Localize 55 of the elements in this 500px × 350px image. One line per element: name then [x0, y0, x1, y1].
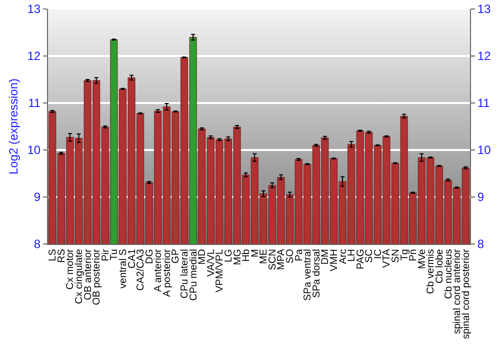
x-tick-label: CPu medial [188, 249, 200, 301]
x-tick-label: ventral S [118, 248, 129, 288]
x-tick-label: VPM/VPL [214, 248, 226, 292]
x-tick-label: IC [372, 249, 384, 259]
x-tick-label: CA1 [126, 248, 138, 268]
x-tick-label: VMH [328, 249, 340, 272]
x-tick-label: Arc [338, 249, 349, 264]
y2-tick-label: 8 [477, 237, 484, 252]
x-tick-label: A posterior [162, 248, 173, 297]
x-tick-label: LH [346, 249, 358, 262]
x-tick-label: DG [144, 248, 156, 264]
x-tick-label: OB posterior [92, 248, 103, 306]
y-tick-label: 8 [34, 237, 41, 252]
x-tick-label: SCN [267, 249, 278, 270]
x-tick-label: Tg [399, 249, 410, 261]
x-tick-label: spinal cord posterior [460, 248, 472, 340]
x-tick-label: RS [56, 248, 68, 263]
y-tick-label: 9 [34, 190, 41, 204]
y-tick-label: 13 [27, 2, 41, 16]
y-tick-label: 10 [27, 143, 41, 158]
x-tick-label: Cb lobe [434, 248, 446, 284]
x-tick-label: MPA [276, 248, 288, 270]
x-tick-label: GP [170, 248, 182, 264]
y2-tick-label: 10 [477, 143, 492, 158]
x-tick-label: A anterior [153, 248, 164, 292]
x-tick-label: CA2/CA3 [136, 248, 147, 291]
y2-tick-label: 12 [477, 49, 492, 64]
x-tick-label: PAG [355, 248, 366, 270]
x-tick-label: VTA [382, 248, 393, 268]
y2-tick-label: 9 [477, 190, 484, 204]
x-tick-label: spinal cord anterior [452, 248, 464, 334]
y-tick-label: 11 [28, 96, 41, 110]
x-tick-label: Pir [100, 248, 112, 262]
x-tick-label: OB anterior [82, 248, 94, 300]
x-tick-label: SO [285, 248, 296, 264]
y-tick-label: 12 [27, 49, 41, 64]
x-tick-label: VA/VL [206, 248, 217, 277]
x-tick-label: SC [364, 249, 376, 263]
x-tick-label: Hb [241, 248, 252, 262]
x-tick-label: LS [48, 248, 59, 262]
x-tick-label: Pa [294, 248, 305, 262]
x-tick-label: Cx cingulate [74, 248, 86, 304]
x-tick-label: Tu [109, 249, 120, 260]
x-tick-label: ME [258, 248, 270, 264]
x-tick-label: MVe [416, 248, 428, 270]
x-tick-label: LG [223, 248, 234, 262]
y2-tick-label: 11 [477, 96, 490, 110]
y-axis-title: Log2 (expression) [6, 78, 21, 175]
x-tick-label: Cb nucleus [443, 249, 454, 300]
x-tick-label: M [250, 249, 261, 258]
x-tick-label: SN [390, 249, 402, 263]
x-tick-label: Pn [408, 249, 420, 262]
x-tick-label: DM [320, 249, 332, 265]
y2-tick-label: 13 [477, 2, 492, 16]
x-tick-label: SPa dorsal [311, 249, 322, 298]
